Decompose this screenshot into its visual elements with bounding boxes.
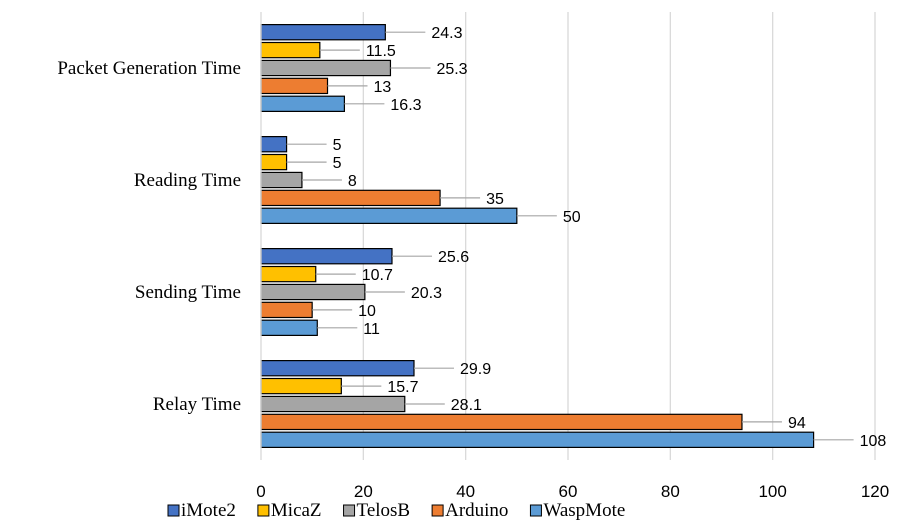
bar-micaz-2 [260,265,317,283]
data-label: 108 [860,433,887,450]
legend-item-label: TelosB [357,500,411,521]
data-label: 25.6 [438,249,469,266]
x-tick-label: 120 [861,482,889,501]
legend: iMote2 MicaZ TelosB Arduino WaspMote [167,500,625,521]
data-label: 13 [374,79,392,96]
x-tick-label: 0 [256,482,265,501]
bar-waspmote-2 [260,319,318,337]
x-tick-label: 20 [354,482,373,501]
bar-micaz-0 [260,41,321,59]
category-labels: Packet Generation Time Reading Time Sendin… [57,58,241,415]
data-label: 8 [348,173,357,190]
data-label: 16.3 [390,97,421,114]
data-label: 10.7 [362,267,393,284]
gridlines [362,12,876,460]
bar-arduino-1 [260,189,441,207]
data-label: 15.7 [387,379,418,396]
bar-telosb-1 [260,171,303,189]
bar-telosb-3 [260,395,406,413]
category-label: Relay Time [153,394,241,415]
bar-imote2-2 [260,248,393,265]
category-label: Sending Time [135,282,241,303]
data-label: 50 [563,209,581,226]
legend-swatch [343,504,356,517]
bar-arduino-3 [260,413,743,431]
legend-item-label: MicaZ [271,500,322,521]
data-label: 29.9 [460,361,491,378]
category-label: Packet Generation Time [57,58,241,79]
legend-item-label: WaspMote [543,500,625,521]
legend-swatch [257,504,270,517]
bar-imote2-3 [260,360,415,377]
bar-waspmote-0 [260,95,346,112]
bar-telosb-2 [260,283,366,301]
data-label: 24.3 [431,25,462,42]
legend-swatch [167,504,180,517]
x-tick-label: 40 [456,482,475,501]
legend-swatch [431,504,444,517]
data-label: 11 [363,321,380,338]
legend-item-label: iMote2 [181,500,236,521]
bar-waspmote-3 [260,431,815,449]
x-tick-label: 80 [661,482,680,501]
category-label: Reading Time [134,170,241,191]
bar-telosb-0 [260,59,392,77]
data-label: 35 [486,191,504,208]
data-label: 5 [333,137,342,154]
bar-waspmote-1 [260,207,518,224]
x-tick-labels: 0 20 40 60 80 100 120 [256,482,889,501]
data-label: 5 [333,155,342,172]
x-tick-label: 60 [559,482,578,501]
data-label: 10 [358,303,376,320]
bar-micaz-3 [260,377,342,395]
bar-imote2-1 [260,136,288,153]
x-tick-label: 100 [758,482,786,501]
bar-imote2-0 [260,24,386,41]
bar-arduino-0 [260,77,329,95]
data-label: 11.5 [366,43,396,60]
legend-item-label: Arduino [445,500,508,521]
bars-group: 24.311.525.31316.3558355025.610.720.3101… [260,24,887,450]
data-label: 25.3 [436,61,467,78]
bar-arduino-2 [260,301,313,319]
bar-micaz-1 [260,153,288,171]
legend-swatch [529,504,542,517]
data-label: 20.3 [411,285,442,302]
data-label: 94 [788,415,806,432]
data-label: 28.1 [451,397,482,414]
